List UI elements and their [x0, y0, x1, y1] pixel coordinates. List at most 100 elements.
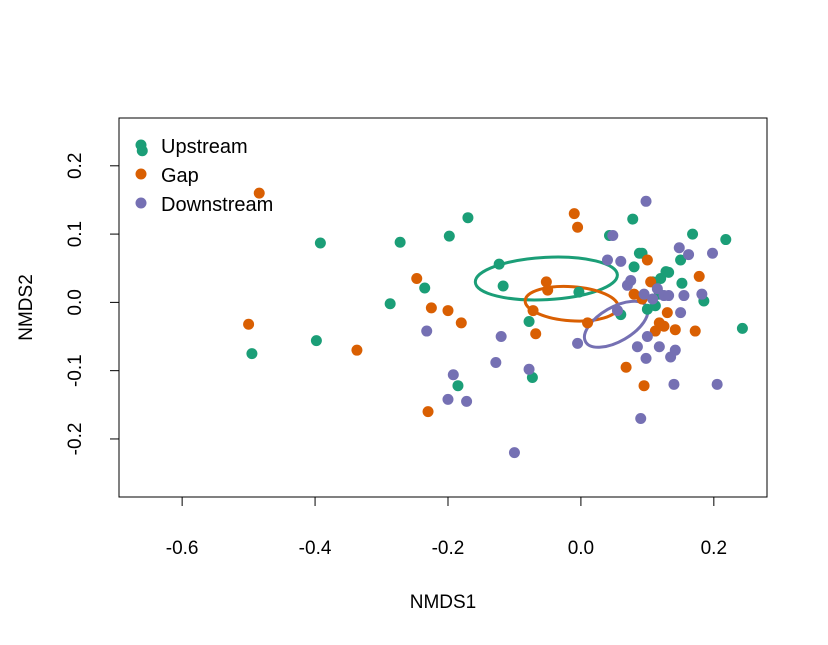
point-downstream	[711, 378, 723, 390]
point-gap	[693, 270, 705, 282]
point-downstream	[495, 331, 507, 343]
y-axis: -0.2 -0.1 0.0 0.1 0.2	[65, 153, 119, 456]
point-downstream	[707, 247, 719, 259]
y-tick-label: -0.2	[65, 423, 86, 456]
point-upstream	[310, 335, 322, 347]
x-tick-label: -0.4	[299, 538, 332, 559]
point-upstream	[384, 298, 396, 310]
point-upstream	[493, 258, 505, 270]
point-gap	[628, 288, 640, 300]
point-downstream	[640, 195, 652, 207]
points-layer	[136, 145, 748, 459]
point-gap	[351, 344, 363, 356]
point-upstream	[628, 261, 640, 273]
point-downstream	[442, 393, 454, 405]
point-gap	[422, 406, 434, 418]
point-upstream	[676, 277, 688, 289]
legend-marker-upstream	[135, 139, 147, 151]
legend-label-gap: Gap	[161, 165, 199, 187]
point-upstream	[246, 348, 258, 360]
point-downstream	[447, 369, 459, 381]
point-gap	[620, 361, 632, 373]
point-upstream	[497, 280, 509, 292]
legend-marker-downstream	[135, 197, 147, 209]
point-upstream	[720, 234, 732, 246]
point-downstream	[421, 325, 433, 337]
point-upstream	[663, 266, 675, 278]
point-gap	[638, 380, 650, 392]
point-downstream	[631, 341, 643, 353]
point-gap	[661, 307, 673, 319]
point-downstream	[490, 356, 502, 368]
point-downstream	[523, 363, 535, 375]
y-tick-label: 0.0	[65, 289, 86, 315]
point-downstream	[641, 331, 653, 343]
point-upstream	[675, 254, 687, 266]
y-tick-label: -0.1	[65, 354, 86, 387]
point-downstream	[683, 249, 695, 261]
y-axis-title: NMDS2	[16, 274, 37, 341]
point-gap	[530, 328, 542, 340]
point-upstream	[627, 213, 639, 225]
point-downstream	[651, 283, 663, 295]
point-downstream	[572, 337, 584, 349]
point-downstream	[601, 254, 613, 266]
point-gap	[243, 318, 255, 330]
legend: Upstream Gap Downstream	[135, 136, 273, 216]
point-downstream	[607, 229, 619, 241]
point-downstream	[653, 341, 665, 353]
x-tick-label: -0.6	[166, 538, 199, 559]
point-downstream	[663, 290, 675, 302]
point-gap	[649, 325, 661, 337]
point-upstream	[452, 380, 464, 392]
point-upstream	[687, 228, 699, 240]
x-axis: -0.6 -0.4 -0.2 0.0 0.2	[166, 497, 727, 559]
point-gap	[568, 208, 580, 220]
point-upstream	[443, 230, 455, 242]
point-downstream	[673, 242, 685, 254]
point-downstream	[461, 395, 473, 407]
point-gap	[582, 317, 594, 329]
x-tick-label: 0.2	[701, 538, 727, 559]
ellipse-gap	[523, 284, 620, 323]
y-tick-label: 0.1	[65, 221, 86, 247]
point-gap	[527, 305, 539, 317]
point-gap	[641, 254, 653, 266]
point-upstream	[462, 212, 474, 224]
point-upstream	[573, 286, 585, 298]
point-gap	[442, 305, 454, 317]
point-downstream	[675, 307, 687, 319]
plot-frame	[118, 117, 768, 498]
legend-label-downstream: Downstream	[161, 194, 273, 216]
point-downstream	[635, 412, 647, 424]
point-gap	[542, 284, 554, 296]
point-downstream	[696, 288, 708, 300]
point-gap	[253, 187, 265, 199]
point-downstream	[508, 447, 520, 459]
point-downstream	[647, 293, 659, 305]
point-downstream	[678, 290, 690, 302]
point-upstream	[394, 236, 406, 248]
point-downstream	[638, 288, 650, 300]
point-upstream	[523, 315, 535, 327]
x-axis-title: NMDS1	[410, 592, 477, 613]
point-gap	[689, 325, 701, 337]
point-upstream	[736, 322, 748, 334]
point-upstream	[419, 282, 431, 294]
ellipse-upstream	[473, 255, 619, 302]
point-downstream	[669, 344, 681, 356]
point-gap	[455, 317, 467, 329]
legend-marker-gap	[135, 168, 147, 180]
x-tick-label: -0.2	[432, 538, 465, 559]
point-upstream	[314, 237, 326, 249]
point-downstream	[640, 352, 652, 364]
y-tick-label: 0.2	[65, 153, 86, 179]
point-gap	[669, 324, 681, 336]
point-gap	[572, 221, 584, 233]
point-downstream	[625, 275, 637, 287]
point-downstream	[668, 378, 680, 390]
x-tick-label: 0.0	[568, 538, 594, 559]
legend-label-upstream: Upstream	[161, 136, 248, 158]
point-gap	[425, 302, 437, 314]
